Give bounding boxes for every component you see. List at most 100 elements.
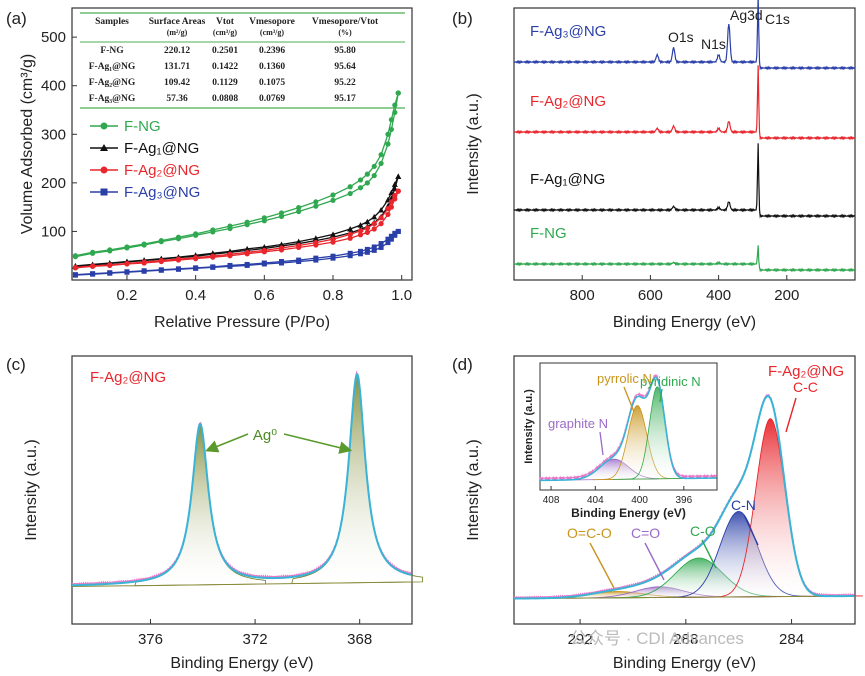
panel-a-point	[378, 160, 384, 167]
panel-a-point	[385, 141, 391, 147]
panel-a-point	[72, 272, 78, 278]
table-header-4-0: Vmesopore/Vtot	[312, 17, 379, 27]
panel-a-legend-marker-3	[100, 188, 108, 196]
table-cell-3-4: 95.17	[334, 94, 356, 104]
panel-d-component-label-2: C-O	[690, 523, 716, 539]
panel-a-point	[158, 267, 164, 273]
panel-b-spectrum-2	[513, 143, 856, 219]
panel-a-point	[244, 249, 250, 255]
panel-a-point	[364, 171, 370, 177]
panel-d-xtick-label-2: 284	[779, 631, 804, 648]
panel-a-point	[210, 253, 216, 259]
panel-a-point	[395, 90, 401, 96]
table-cell-1-1: 131.71	[164, 62, 190, 72]
panel-a-point	[330, 236, 336, 242]
panel-a-point	[158, 238, 164, 244]
panel-a-point	[278, 210, 285, 216]
panel-d-arrow-3	[644, 542, 665, 581]
panel-a-point	[378, 207, 385, 213]
panel-a-point	[385, 131, 391, 137]
panel-a-point	[278, 241, 285, 248]
table-header-1-0: Surface Areas	[149, 17, 206, 27]
panel-b-frame	[513, 7, 856, 281]
panel-a-table: Samples Surface Areas(m²/g)Vtot(cm³/g)Vme…	[80, 12, 405, 109]
panel-d-inset-xlabel: Binding Energy (eV)	[571, 506, 686, 520]
panel-b-xtick-label-3: 200	[774, 287, 799, 304]
panel-a-point	[210, 227, 216, 233]
panel-a-ytick-label-0: 100	[41, 223, 66, 240]
panel-b-xtick-label-0: 800	[570, 287, 595, 304]
panel-a-legend-marker-2	[100, 166, 108, 174]
panel-a-point	[296, 205, 302, 211]
panel-a-point	[347, 184, 353, 190]
table-cell-0-2: 0.2501	[212, 46, 238, 56]
panel-b-xtick-label-2: 400	[706, 287, 731, 304]
panel-a-point	[388, 199, 394, 205]
panel-a-legend-marker-1	[100, 144, 108, 151]
table-cell-3-0: F-Ag₃@NG	[89, 94, 136, 104]
panel-a-point	[364, 225, 370, 231]
panel-b-peak-label-1: O1s	[668, 29, 694, 45]
panel-a-point	[107, 247, 113, 253]
panel-a-ytick-label-3: 400	[41, 78, 66, 95]
panel-a-point	[378, 152, 384, 158]
panel-a-point	[90, 263, 96, 269]
panel-d-arrow-4	[589, 542, 615, 589]
table-cell-2-2: 0.1129	[212, 78, 238, 88]
panel-b-spectrum-1	[513, 65, 856, 141]
panel-a-point	[371, 247, 377, 253]
panel-d-inset-xtick-label-3: 396	[675, 495, 692, 506]
panel-d-inset-label-0: pyridinic N	[640, 374, 701, 389]
panel-a-point	[313, 240, 319, 246]
table-header-4-1: (%)	[338, 28, 352, 37]
panel-d-fit	[513, 395, 855, 600]
panel-a-series-3	[72, 228, 401, 278]
panel-a-point	[227, 223, 233, 229]
panel-a-point	[371, 213, 378, 220]
panel-a-point	[278, 259, 284, 265]
panel-b-spectrum-3	[513, 245, 856, 273]
table-cell-2-0: F-Ag₂@NG	[89, 78, 136, 88]
table-cell-1-0: F-Ag₁@NG	[89, 62, 136, 72]
panel-a-point	[278, 245, 285, 251]
panel-d-arrow-1	[743, 514, 759, 546]
panel-d-sample-label: F-Ag₂@NG	[768, 363, 844, 380]
table-header-2-0: Vtot	[216, 17, 235, 27]
panel-d-component-label-4: O=C-O	[567, 525, 612, 541]
panel-d: (d) 292 288 284 Binding Energy (eV) Intensity…	[452, 355, 863, 672]
panel-a-xtick-label-4: 1.0	[391, 287, 412, 304]
panel-b-spectrum-0	[513, 0, 856, 71]
panel-a-point	[388, 117, 394, 123]
panel-a-legend-label-0: F-NG	[124, 118, 161, 135]
panel-a-point	[141, 259, 147, 265]
panel-a-point	[124, 244, 130, 250]
panel-d-component-label-3: C=O	[631, 525, 660, 541]
panel-a-point	[378, 221, 384, 227]
panel-c-xtick-label-0: 376	[138, 631, 163, 648]
panel-a-point	[395, 188, 401, 194]
table-cell-0-1: 220.12	[164, 46, 190, 56]
panel-a-point	[364, 180, 370, 186]
panel-d-inset-arrow-1	[623, 386, 635, 413]
panel-d-inset-ylabel: Intensity (a.u.)	[523, 389, 535, 464]
panel-c-arrow-1	[205, 433, 249, 453]
panel-a-legend-label-3: F-Ag₃@NG	[124, 184, 200, 201]
panel-d-arrow-2	[701, 539, 717, 569]
panel-a-point	[330, 253, 336, 259]
panel-a-point	[330, 231, 337, 237]
table-cell-3-1: 57.36	[166, 94, 188, 104]
table-cell-0-0: F-NG	[100, 46, 124, 56]
panel-a-point	[371, 163, 377, 169]
panel-c-sample-label: F-Ag₂@NG	[90, 369, 166, 386]
panel-b-series-label-2: F-Ag₁@NG	[530, 171, 605, 188]
panel-a-point	[388, 236, 394, 242]
panel-c-xtick-label-2: 368	[347, 631, 372, 648]
panel-a-point	[313, 199, 319, 205]
panel-a-point	[330, 197, 336, 203]
panel-c-ylabel: Intensity (a.u.)	[23, 439, 40, 540]
panel-a-ytick-label-2: 300	[41, 126, 66, 143]
panel-a-point	[357, 177, 364, 183]
panel-a-point	[385, 240, 391, 246]
panel-a-point	[295, 238, 302, 245]
